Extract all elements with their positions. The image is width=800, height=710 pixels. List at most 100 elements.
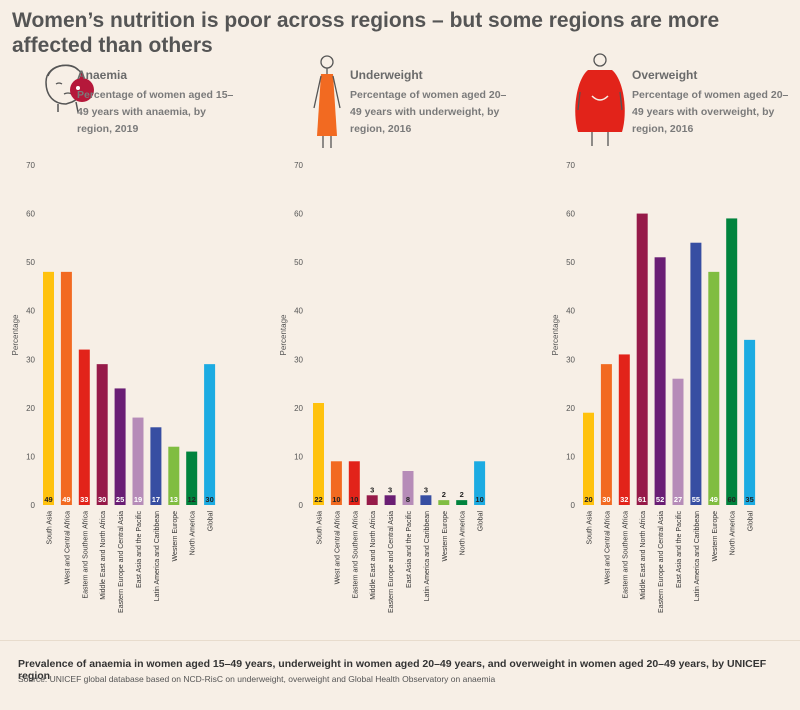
y-tick-label: 50 [566, 258, 575, 267]
data-label: 13 [170, 495, 178, 504]
data-label: 49 [710, 495, 718, 504]
data-label: 17 [152, 495, 160, 504]
x-tick-label: South Asia [317, 511, 324, 545]
data-label: 3 [424, 485, 428, 494]
anaemia-illustration [38, 52, 100, 119]
underweight-description: Percentage of women aged 20–49 years wit… [350, 89, 507, 135]
y-tick-label: 20 [294, 404, 303, 413]
data-label: 32 [620, 495, 628, 504]
x-tick-label: West and Central Africa [604, 511, 611, 585]
bar [96, 364, 108, 505]
data-label: 3 [388, 485, 392, 494]
bar [313, 403, 324, 505]
bar [438, 500, 450, 505]
bar [726, 218, 738, 505]
x-tick-label: Global [478, 511, 485, 532]
bar [600, 364, 612, 505]
bar [60, 271, 72, 505]
x-tick-label: Eastern and Southern Africa [622, 511, 629, 599]
y-axis-label: Percentage [11, 314, 20, 355]
y-tick-label: 60 [26, 210, 35, 219]
data-label: 33 [80, 495, 88, 504]
bar [204, 364, 216, 505]
bar [744, 339, 756, 505]
y-tick-label: 10 [294, 452, 303, 461]
overweight-description: Percentage of women aged 20–49 years wit… [632, 89, 789, 135]
x-tick-label: North America [730, 511, 737, 555]
x-tick-label: Eastern Europe and Central Asia [118, 511, 125, 613]
x-tick-label: Latin America and Caribbean [694, 511, 701, 601]
anaemia-description: Percentage of women aged 15–49 years wit… [77, 89, 234, 135]
data-label: 22 [314, 495, 322, 504]
bar [132, 417, 144, 505]
bar [672, 378, 684, 505]
x-tick-label: South Asia [587, 511, 594, 545]
data-label: 2 [442, 490, 446, 499]
underweight-title: Underweight [350, 68, 423, 82]
x-tick-label: East Asia and the Pacific [406, 511, 413, 589]
anaemia-chart: 0 10 20 30 40 50 60 70 Percentage 49 South Asia 49 W… [11, 161, 216, 613]
bar [168, 446, 180, 505]
data-label: 12 [188, 495, 196, 504]
y-tick-label: 0 [299, 501, 304, 510]
y-tick-label: 20 [566, 404, 575, 413]
bar [420, 495, 432, 505]
y-tick-label: 70 [294, 161, 303, 170]
data-label: 19 [134, 495, 142, 504]
bar [583, 412, 594, 505]
bar [186, 451, 198, 505]
y-tick-label: 60 [294, 210, 303, 219]
data-label: 20 [584, 495, 592, 504]
y-tick-label: 40 [566, 307, 575, 316]
bar [636, 213, 648, 506]
x-tick-label: Eastern and Southern Africa [352, 511, 359, 599]
y-tick-label: 40 [26, 307, 35, 316]
x-tick-label: Eastern Europe and Central Asia [388, 511, 395, 613]
y-tick-label: 30 [566, 355, 575, 364]
x-tick-label: Western Europe [172, 511, 179, 562]
overweight-chart: 0 10 20 30 40 50 60 70 Percentage 20 South Asia 30 W… [551, 161, 756, 613]
underweight-header: Underweight Percentage of women aged 20–… [350, 68, 510, 138]
page-title: Women’s nutrition is poor across regions… [12, 9, 720, 57]
y-tick-label: 50 [294, 258, 303, 267]
overweight-title: Overweight [632, 68, 698, 82]
data-label: 55 [692, 495, 700, 504]
y-tick-label: 70 [26, 161, 35, 170]
data-label: 25 [116, 495, 124, 504]
bar [384, 495, 396, 505]
x-tick-label: South Asia [47, 511, 54, 545]
bar [618, 354, 630, 505]
overweight-header: Overweight Percentage of women aged 20–4… [632, 68, 792, 138]
figure-caption: Prevalence of anaemia in women aged 15–4… [18, 658, 767, 682]
figure-source: Source: UNICEF global database based on … [18, 674, 496, 684]
data-label: 3 [370, 485, 374, 494]
bar [43, 271, 54, 505]
anaemia-header: Anaemia Percentage of women aged 15–49 y… [77, 68, 237, 138]
data-label: 10 [350, 495, 358, 504]
x-tick-label: Eastern Europe and Central Asia [658, 511, 665, 613]
x-tick-label: Middle East and North Africa [370, 511, 377, 600]
data-label: 30 [205, 495, 213, 504]
x-tick-label: North America [190, 511, 197, 555]
y-tick-label: 10 [566, 452, 575, 461]
x-tick-label: Middle East and North Africa [100, 511, 107, 600]
y-tick-label: 70 [566, 161, 575, 170]
bar [150, 427, 162, 505]
bar [114, 388, 126, 505]
y-tick-label: 30 [26, 355, 35, 364]
x-tick-label: Eastern and Southern Africa [82, 511, 89, 599]
x-tick-label: Middle East and North Africa [640, 511, 647, 600]
x-tick-label: East Asia and the Pacific [136, 511, 143, 589]
bar [654, 257, 666, 505]
x-tick-label: Latin America and Caribbean [154, 511, 161, 601]
overweight-illustration [572, 52, 628, 157]
x-tick-label: Western Europe [442, 511, 449, 562]
x-tick-label: West and Central Africa [334, 511, 341, 585]
data-label: 61 [638, 495, 646, 504]
data-label: 49 [62, 495, 70, 504]
data-label: 52 [656, 495, 664, 504]
bar [78, 349, 90, 505]
data-label: 49 [44, 495, 52, 504]
anaemia-title: Anaemia [77, 68, 128, 82]
